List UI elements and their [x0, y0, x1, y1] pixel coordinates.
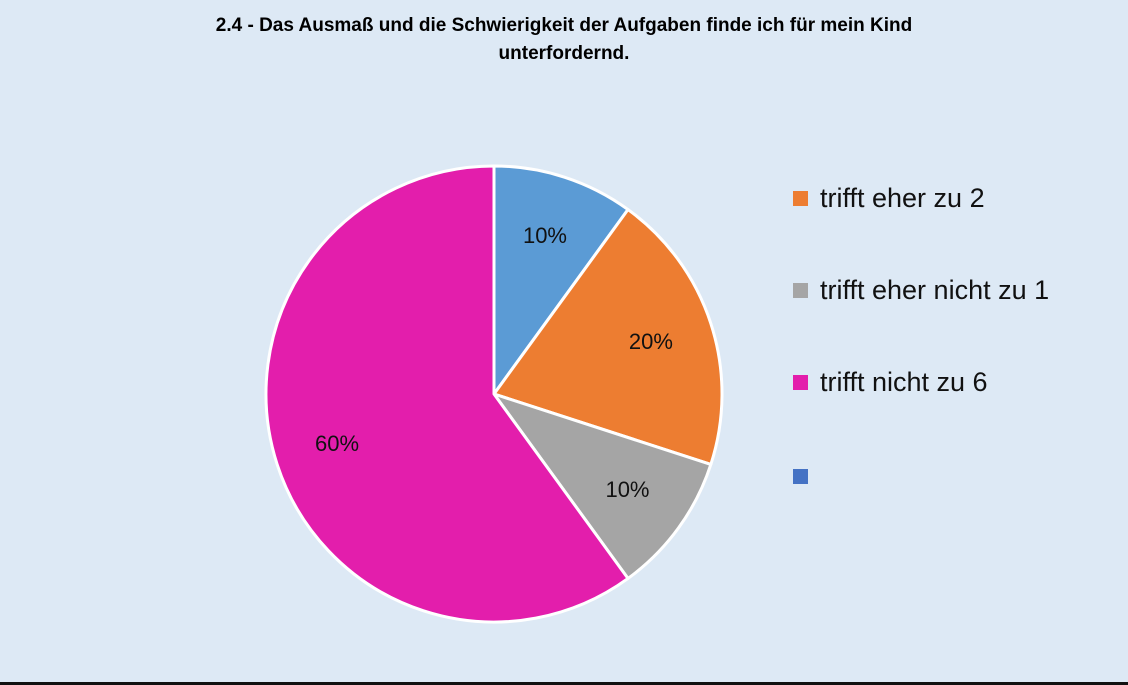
- legend-swatch-magenta: [793, 374, 808, 390]
- pie-data-label-1: 10%: [523, 223, 567, 248]
- pie-slice-2: [492, 208, 724, 466]
- chart-title: 2.4 - Das Ausmaß und die Schwierigkeit d…: [0, 12, 1128, 68]
- chart-title-line-2: unterfordernd.: [498, 43, 630, 64]
- legend-label: trifft eher nicht zu 1: [820, 274, 1050, 305]
- legend-item-unlabeled: [793, 456, 1113, 496]
- legend-label: trifft nicht zu 6: [820, 366, 988, 397]
- chart-title-line-1: 2.4 - Das Ausmaß und die Schwierigkeit d…: [215, 15, 913, 36]
- legend-swatch-blue: [793, 468, 808, 484]
- legend-swatch-gray: [793, 282, 808, 298]
- legend-item-trifft-eher-zu: trifft eher zu 2: [793, 178, 1113, 218]
- pie-data-label-4: 60%: [315, 431, 359, 456]
- pie-data-label-2: 20%: [629, 329, 673, 354]
- legend-label: trifft eher zu 2: [820, 182, 985, 213]
- pie-slice-3: [492, 392, 713, 580]
- legend-item-trifft-eher-nicht-zu: trifft eher nicht zu 1: [793, 270, 1113, 310]
- bottom-border: [0, 682, 1128, 685]
- legend-swatch-orange: [793, 190, 808, 206]
- pie-slice-1: [492, 164, 630, 396]
- pie-slice-4: [264, 164, 630, 624]
- legend-item-trifft-nicht-zu: trifft nicht zu 6: [793, 362, 1113, 402]
- pie-data-label-3: 10%: [605, 477, 649, 502]
